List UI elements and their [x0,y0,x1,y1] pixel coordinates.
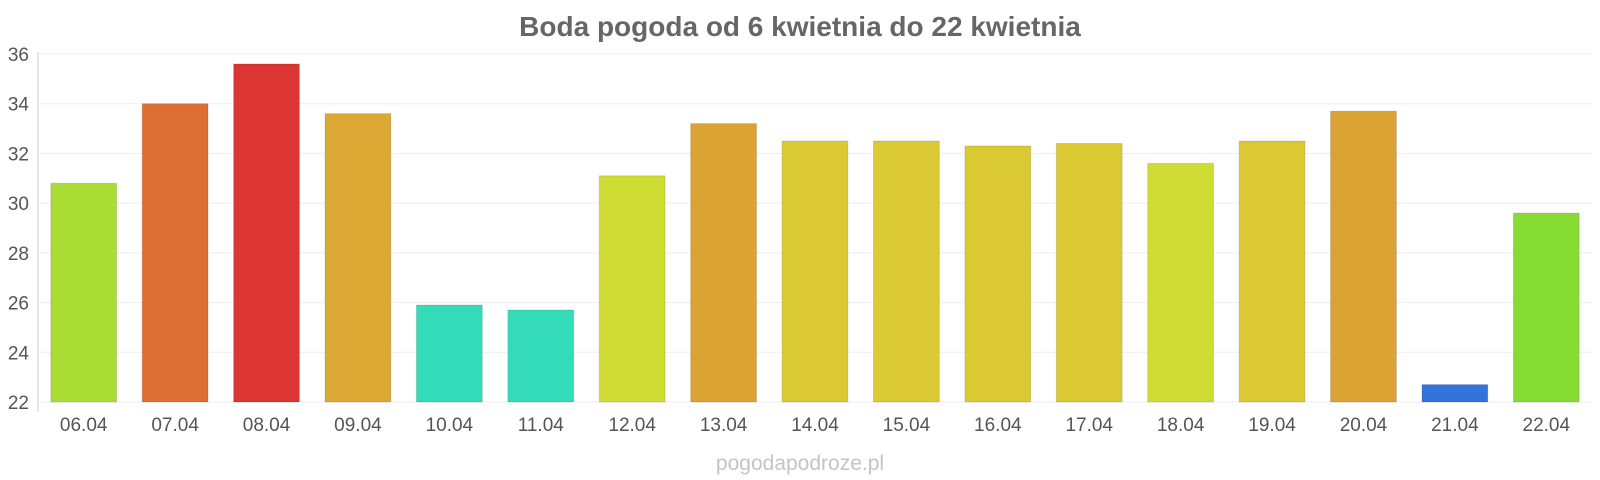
bar [781,140,849,403]
x-category-label: 08.04 [243,415,291,436]
x-category-label: 21.04 [1431,415,1479,436]
bar [141,103,209,403]
x-category-label: 15.04 [883,415,931,436]
x-category-label: 20.04 [1340,415,1388,436]
bar [1512,212,1580,403]
bar [598,175,666,403]
x-category-label: 14.04 [791,415,839,436]
x-category-label: 16.04 [974,415,1022,436]
bar [690,123,757,403]
x-category-label: 09.04 [334,415,382,436]
y-tick-label: 22 [8,393,29,414]
bar [873,140,940,403]
y-tick-label: 30 [8,194,29,215]
x-category-label: 17.04 [1065,415,1113,436]
bar [1238,140,1306,403]
bar [324,113,392,403]
x-axis-category-labels: 06.04 07.04 08.04 09.04 10.04 11.04 12.04 13.04… [60,415,1571,436]
x-category-label: 18.04 [1157,415,1205,436]
bar [1421,384,1489,403]
x-category-label: 11.04 [518,415,565,436]
watermark: pogodapodroze.pl [716,452,884,475]
x-category-label: 07.04 [151,415,199,436]
x-category-label: 19.04 [1248,415,1296,436]
y-tick-label: 36 [8,45,29,66]
y-tick-label: 28 [8,244,29,265]
y-tick-label: 34 [8,95,30,116]
bar [50,182,118,403]
chart-title: Boda pogoda od 6 kwietnia do 22 kwietnia [519,11,1081,42]
y-axis-tick-labels: 22 24 26 28 30 32 34 36 [8,45,30,414]
y-tick-label: 24 [8,343,30,364]
x-category-label: 22.04 [1523,415,1571,436]
y-tick-label: 26 [8,294,29,315]
x-category-label: 12.04 [608,415,656,436]
y-tick-label: 32 [8,144,29,165]
bar [964,145,1032,403]
bar [415,304,483,403]
bar [1055,142,1123,403]
x-category-label: 13.04 [700,415,748,436]
x-category-label: 06.04 [60,415,108,436]
bar [233,63,300,403]
bars [50,63,1580,403]
bar [1147,162,1215,403]
x-category-label: 10.04 [426,415,474,436]
bar [507,309,575,403]
bar [1330,110,1397,403]
